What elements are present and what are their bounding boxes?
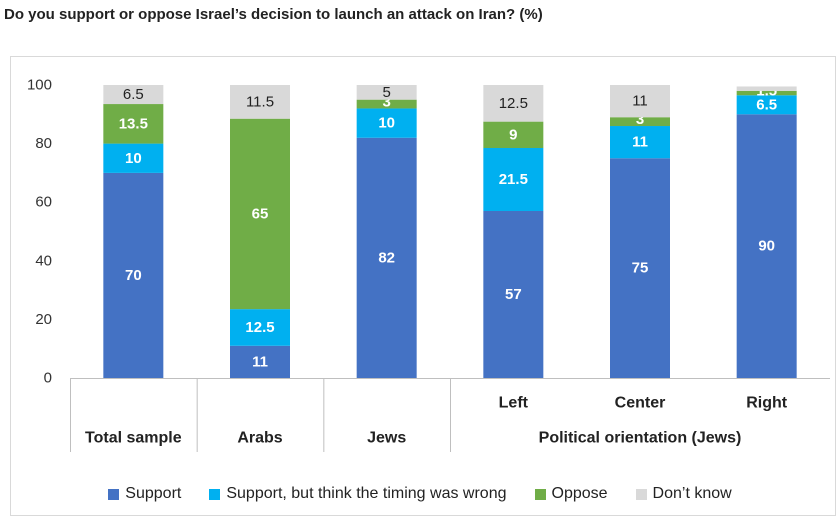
data-label: 3 xyxy=(636,111,644,128)
y-tick-label: 60 xyxy=(35,194,52,211)
y-tick-label: 80 xyxy=(35,135,52,152)
bar-segment xyxy=(736,86,797,91)
data-label: 9 xyxy=(509,126,517,143)
bar-segment xyxy=(230,85,290,119)
data-label: 82 xyxy=(378,249,395,266)
bar-segment xyxy=(356,137,417,378)
data-label: 70 xyxy=(125,267,142,284)
y-tick-label: 20 xyxy=(35,311,52,328)
data-label: 12.5 xyxy=(245,319,274,336)
bar-segment xyxy=(103,172,164,378)
category-label: Total sample xyxy=(85,430,182,447)
stacked-bar-chart: 0 20 40 60 80 100 70 10 13.5 6.5 11 12.5 65 11.5 82 10 3… xyxy=(27,77,830,452)
data-label: 10 xyxy=(125,150,142,167)
data-label: 57 xyxy=(505,286,522,303)
data-label: 11 xyxy=(632,134,648,151)
legend-item: Support, but think the timing was wrong xyxy=(209,485,507,503)
bar-segment xyxy=(483,147,544,211)
category-label: Right xyxy=(746,395,788,412)
legend-label: Don’t know xyxy=(652,485,732,502)
bar-segment xyxy=(736,114,797,379)
data-label: 11.5 xyxy=(246,93,274,110)
bar-segment xyxy=(483,121,544,148)
legend-item: Don’t know xyxy=(635,485,732,503)
y-tick-label: 40 xyxy=(35,252,52,269)
data-label: 21.5 xyxy=(499,171,528,188)
bar-segment xyxy=(356,99,417,109)
data-label: 11 xyxy=(252,353,268,370)
bar-segment xyxy=(610,158,670,378)
bar-segment xyxy=(483,210,544,378)
data-label: 1.5 xyxy=(756,83,777,100)
data-label: 12.5 xyxy=(499,95,528,112)
legend-label: Oppose xyxy=(551,485,608,502)
y-tick-label: 100 xyxy=(27,77,52,94)
data-label: 90 xyxy=(758,238,775,255)
bar-segment xyxy=(103,143,164,173)
category-group-label: Political orientation (Jews) xyxy=(539,430,742,447)
category-label: Jews xyxy=(367,430,406,447)
bar-segment xyxy=(103,104,164,144)
data-label: 6.5 xyxy=(123,86,144,103)
legend-swatch xyxy=(209,488,221,500)
page-title: Do you support or oppose Israel’s decisi… xyxy=(4,6,543,23)
legend-swatch xyxy=(108,488,120,500)
bar-segment xyxy=(483,85,544,122)
category-label: Left xyxy=(499,395,529,412)
category-label: Arabs xyxy=(237,430,282,447)
data-label: 3 xyxy=(382,94,390,111)
legend-swatch xyxy=(635,488,647,500)
legend-item: Support xyxy=(108,485,181,503)
bar-segment xyxy=(610,117,670,127)
legend-label: Support, but think the timing was wrong xyxy=(226,485,507,502)
chart-legend: Support Support, but think the timing was… xyxy=(0,485,840,503)
data-label: 5 xyxy=(382,84,390,101)
data-label: 65 xyxy=(252,205,269,222)
legend-item: Oppose xyxy=(534,485,608,503)
bar-segment xyxy=(103,85,164,105)
bar-segment xyxy=(610,85,670,118)
bar-segment xyxy=(230,118,290,310)
legend-label: Support xyxy=(125,485,182,502)
bar-segment xyxy=(356,85,417,100)
bar-segment xyxy=(230,345,290,378)
legend-swatch xyxy=(534,488,546,500)
bar-segment xyxy=(610,126,670,159)
bar-segment xyxy=(736,95,797,115)
data-label: 11 xyxy=(632,93,648,110)
bar-segment xyxy=(356,108,417,138)
data-label: 13.5 xyxy=(119,115,148,132)
data-label: 10 xyxy=(378,115,395,132)
category-label: Center xyxy=(615,395,666,412)
bar-segment xyxy=(736,90,797,96)
bar-segment xyxy=(230,309,290,346)
data-label: 6.5 xyxy=(756,96,777,113)
data-label: 75 xyxy=(632,260,649,277)
y-tick-label: 0 xyxy=(44,370,52,387)
